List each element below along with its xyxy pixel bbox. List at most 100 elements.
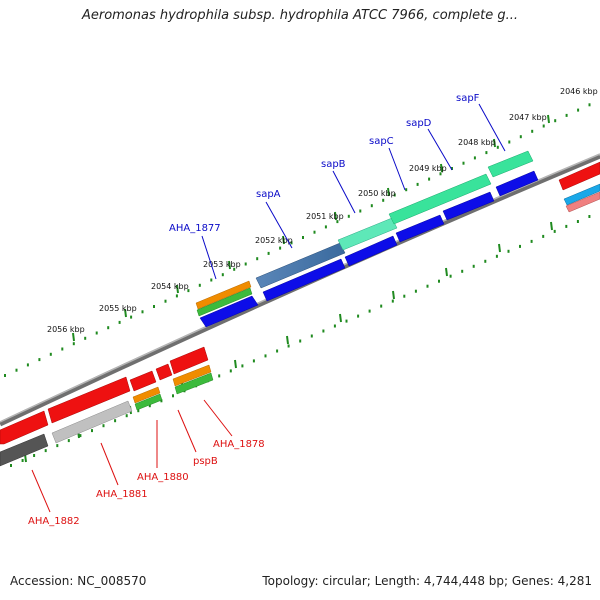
gene-feature-sapc-sapd[interactable] [388, 173, 492, 225]
minor-tick-upper [244, 262, 247, 266]
minor-tick-upper [221, 273, 224, 277]
gene-feature-blue-2[interactable] [344, 235, 398, 267]
minor-tick-upper [26, 363, 29, 367]
reverse-gene-label[interactable]: AHA_1881 [96, 489, 148, 500]
minor-tick-lower [345, 319, 348, 323]
minor-tick-lower [125, 414, 128, 418]
minor-tick-lower [91, 429, 93, 433]
gene-feature-sapa[interactable] [255, 242, 346, 289]
gene-feature-aha1878-red[interactable] [169, 346, 209, 375]
minor-tick-upper [382, 198, 385, 202]
gene-feature-aha1882-red[interactable] [0, 410, 49, 445]
minor-tick-lower [241, 364, 244, 368]
minor-tick-lower [403, 294, 406, 298]
minor-tick-lower [333, 324, 336, 328]
minor-tick-lower [287, 344, 290, 348]
minor-tick-lower [264, 354, 267, 358]
forward-gene-label[interactable]: sapA [256, 189, 281, 200]
genome-backbone [0, 153, 600, 427]
forward-gene-label[interactable]: sapF [456, 93, 480, 104]
gene-feature-right-red[interactable] [558, 161, 600, 191]
minor-tick-lower [472, 264, 475, 268]
minor-tick-lower [67, 439, 70, 443]
minor-tick-lower [426, 284, 429, 288]
major-tick-upper [176, 284, 179, 294]
minor-tick-lower [79, 434, 82, 438]
minor-tick-lower [484, 259, 487, 263]
minor-tick-upper [451, 167, 453, 170]
scale-tick-label: 2048 kbp [458, 138, 496, 147]
minor-tick-upper [49, 352, 52, 356]
minor-tick-upper [107, 326, 110, 330]
major-tick-upper [493, 138, 496, 148]
gene-feature-blue-3[interactable] [395, 214, 445, 243]
gene-feature-sapb[interactable] [337, 217, 398, 251]
gene-feature-aha1882-gray[interactable] [0, 433, 49, 467]
reverse-gene-label[interactable]: AHA_1880 [137, 472, 189, 483]
gene-feature-aha1877-orange[interactable] [195, 280, 252, 310]
minor-tick-upper [485, 151, 488, 155]
reverse-gene-labels: AHA_1878 pspB AHA_1880 AHA_1881 AHA_1882 [28, 399, 265, 527]
minor-tick-upper [141, 310, 144, 314]
minor-tick-upper [542, 124, 545, 128]
minor-tick-lower [495, 254, 498, 258]
gene-feature-right-cyan[interactable] [563, 183, 600, 206]
major-tick-upper [440, 163, 443, 173]
gene-feature-aha1880-orange[interactable] [132, 386, 161, 404]
gene-feature-blue-5[interactable] [495, 170, 539, 197]
minor-tick-lower [148, 404, 151, 408]
minor-tick-upper [290, 241, 293, 245]
reverse-gene-label[interactable]: AHA_1882 [28, 516, 80, 527]
minor-tick-upper [118, 320, 121, 324]
minor-tick-upper [577, 108, 580, 112]
minor-tick-lower [588, 215, 591, 218]
gene-feature-aha1880-green[interactable] [134, 393, 163, 411]
forward-gene-labels: sapF sapD sapC sapB sapA AHA_1877 [169, 93, 506, 280]
forward-gene-label[interactable]: sapC [369, 136, 394, 147]
minor-tick-lower [414, 289, 417, 293]
minor-tick-lower [299, 339, 302, 343]
reverse-gene-label[interactable]: AHA_1878 [213, 439, 265, 450]
minor-tick-upper [302, 236, 304, 239]
scale-tick-label: 2055 kbp [99, 304, 137, 313]
gene-feature-right-pink[interactable] [565, 191, 600, 213]
minor-tick-lower [229, 369, 232, 373]
minor-tick-upper [233, 267, 236, 271]
gene-feature-aha1880-red[interactable] [129, 370, 157, 392]
gene-feature-aha1878-green[interactable] [174, 372, 214, 395]
minor-tick-lower [530, 239, 533, 243]
gene-feature-aha1881-red[interactable] [47, 376, 131, 424]
minor-tick-upper [279, 246, 282, 250]
forward-gene-label[interactable]: sapD [406, 118, 432, 129]
minor-tick-upper [588, 103, 591, 107]
forward-gene-label[interactable]: AHA_1877 [169, 223, 221, 234]
gene-feature-blue-4[interactable] [442, 191, 495, 221]
map-title: Aeromonas hydrophila subsp. hydrophila A… [81, 8, 519, 23]
major-tick-upper [547, 114, 550, 124]
minor-tick-upper [210, 278, 213, 282]
minor-tick-upper [38, 358, 41, 362]
gene-feature-aha1878-orange[interactable] [172, 364, 212, 387]
major-tick-upper [228, 260, 231, 270]
gene-feature-aha1877-blue[interactable] [199, 295, 259, 328]
reverse-strand-features [0, 346, 214, 467]
reverse-gene-label[interactable]: pspB [193, 456, 218, 467]
gene-feature-aha1877-green[interactable] [196, 287, 253, 317]
forward-gene-label[interactable]: sapB [321, 159, 346, 170]
minor-tick-upper [370, 204, 373, 208]
forward-label-leader [201, 235, 217, 280]
accession-label: Accession: NC_008570 [10, 574, 147, 588]
gene-feature-pspb-red-small[interactable] [155, 363, 173, 381]
forward-label-leader [478, 103, 506, 152]
minor-tick-upper [462, 161, 465, 165]
gene-feature-aha1881-gray[interactable] [51, 400, 133, 444]
gene-feature-blue-1[interactable] [262, 258, 346, 302]
minor-tick-upper [519, 135, 522, 139]
minor-tick-lower [380, 304, 383, 308]
scale-tick-label: 2056 kbp [47, 325, 85, 334]
minor-tick-lower [218, 374, 221, 378]
gene-feature-sapf[interactable] [487, 150, 534, 178]
major-tick-upper [334, 211, 337, 221]
minor-tick-upper [439, 172, 442, 176]
minor-tick-lower [172, 394, 174, 398]
